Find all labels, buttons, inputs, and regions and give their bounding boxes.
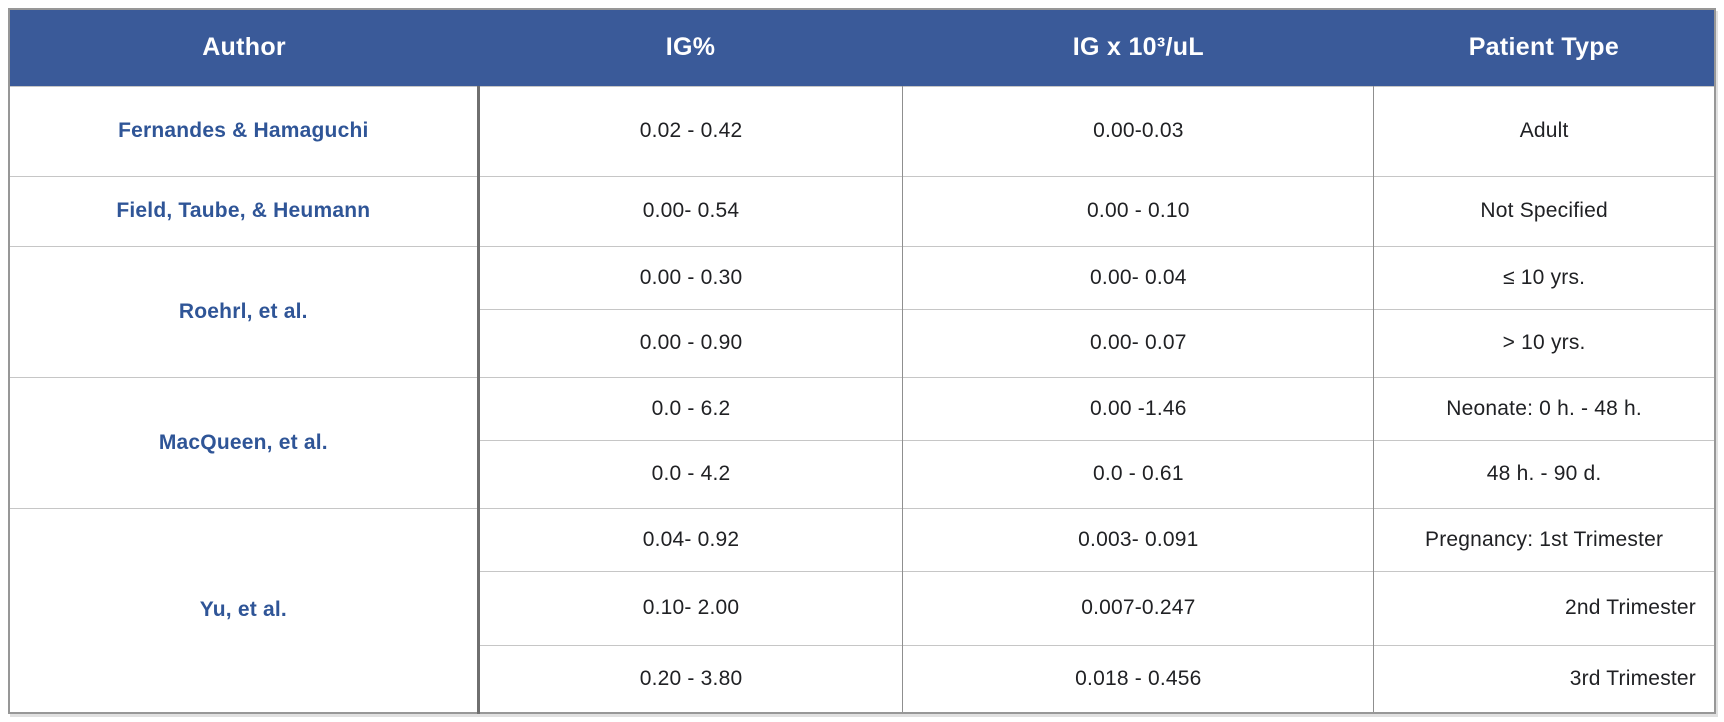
column-header-ig-percent: IG% (478, 9, 903, 86)
column-header-ig-absolute: IG x 10³/uL (902, 9, 1374, 86)
author-cell: MacQueen, et al. (9, 376, 480, 508)
table-row: 0.0 - 4.2 0.0 - 0.61 48 h. - 90 d. (9, 439, 1715, 508)
patient-type-cell: > 10 yrs. (1373, 308, 1715, 377)
ig-percent-cell: 0.00 - 0.30 (478, 245, 904, 309)
patient-type-cell: 48 h. - 90 d. (1373, 439, 1715, 508)
ig-reference-table: Author IG% IG x 10³/uL Patient Type Fern… (8, 8, 1716, 714)
ig-absolute-cell: 0.0 - 0.61 (902, 439, 1375, 508)
table-row: Roehrl, et al. 0.00 - 0.30 0.00- 0.04 ≤ … (9, 245, 1715, 377)
author-cell: Yu, et al. (9, 507, 480, 713)
ig-absolute-cell: 0.00 -1.46 (902, 376, 1375, 440)
ig-absolute-cell: 0.007-0.247 (902, 570, 1375, 645)
ig-absolute-cell: 0.00 - 0.10 (902, 175, 1375, 246)
author-cell: Fernandes & Hamaguchi (9, 85, 480, 176)
patient-type-cell: Neonate: 0 h. - 48 h. (1373, 376, 1715, 440)
ig-percent-cell: 0.00- 0.54 (478, 175, 904, 246)
ig-absolute-cell: 0.00-0.03 (902, 85, 1375, 176)
patient-type-cell: Pregnancy: 1st Trimester (1373, 507, 1715, 571)
author-cell: Roehrl, et al. (9, 245, 480, 377)
ig-percent-cell: 0.0 - 6.2 (478, 376, 904, 440)
column-header-patient-type: Patient Type (1373, 9, 1715, 86)
table-row: 0.10- 2.00 0.007-0.247 2nd Trimester (9, 570, 1715, 645)
column-header-author: Author (9, 9, 479, 86)
header-row: Author IG% IG x 10³/uL Patient Type (9, 9, 1715, 86)
ig-absolute-cell: 0.018 - 0.456 (902, 644, 1375, 713)
table-row: Field, Taube, & Heumann 0.00- 0.54 0.00 … (9, 175, 1715, 246)
ig-absolute-cell: 0.003- 0.091 (902, 507, 1375, 571)
table-row: Yu, et al. 0.04- 0.92 0.003- 0.091 Pregn… (9, 507, 1715, 713)
patient-type-cell: Not Specified (1373, 175, 1715, 246)
ig-absolute-cell: 0.00- 0.04 (902, 245, 1375, 309)
patient-type-cell: 3rd Trimester (1373, 644, 1715, 713)
ig-percent-cell: 0.0 - 4.2 (478, 439, 904, 508)
table-row: Fernandes & Hamaguchi 0.02 - 0.42 0.00-0… (9, 85, 1715, 176)
table-row: MacQueen, et al. 0.0 - 6.2 0.00 -1.46 Ne… (9, 376, 1715, 508)
table-body: Fernandes & Hamaguchi 0.02 - 0.42 0.00-0… (9, 85, 1715, 713)
table-row: 0.00 - 0.90 0.00- 0.07 > 10 yrs. (9, 308, 1715, 377)
table-row: 0.20 - 3.80 0.018 - 0.456 3rd Trimester (9, 644, 1715, 713)
ig-percent-cell: 0.02 - 0.42 (478, 85, 904, 176)
author-cell: Field, Taube, & Heumann (9, 175, 480, 246)
patient-type-cell: ≤ 10 yrs. (1373, 245, 1715, 309)
ig-reference-table-container: Author IG% IG x 10³/uL Patient Type Fern… (8, 8, 1716, 714)
ig-percent-cell: 0.20 - 3.80 (478, 644, 904, 713)
patient-type-cell: Adult (1373, 85, 1715, 176)
ig-percent-cell: 0.04- 0.92 (478, 507, 904, 571)
ig-absolute-cell: 0.00- 0.07 (902, 308, 1375, 377)
patient-type-cell: 2nd Trimester (1373, 570, 1715, 645)
ig-percent-cell: 0.00 - 0.90 (478, 308, 904, 377)
table-header: Author IG% IG x 10³/uL Patient Type (9, 9, 1715, 86)
ig-percent-cell: 0.10- 2.00 (478, 570, 904, 645)
